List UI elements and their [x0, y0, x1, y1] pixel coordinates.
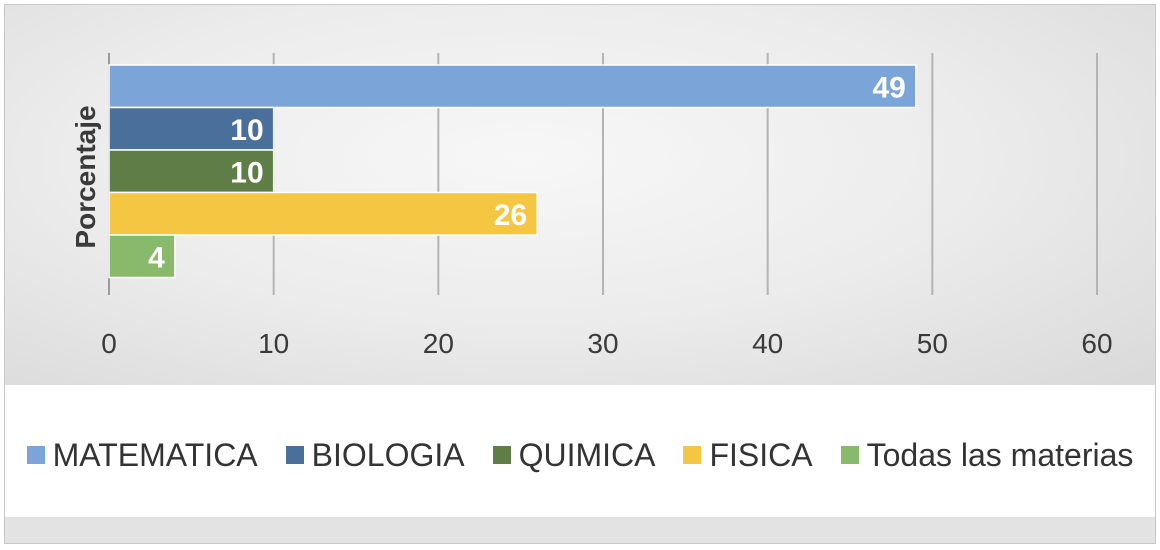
x-tick-label: 60	[1081, 328, 1112, 359]
legend-label: BIOLOGIA	[312, 437, 465, 474]
legend: MATEMATICA BIOLOGIA QUIMICA FISICA Todas las…	[5, 430, 1155, 480]
legend-label: MATEMATICA	[53, 437, 258, 474]
x-tick-label: 40	[752, 328, 783, 359]
legend-swatch	[27, 446, 45, 464]
x-tick-labels: 0 10 20 30 40 50 60	[101, 328, 1112, 359]
data-label: 10	[230, 114, 263, 147]
x-tick-label: 0	[101, 328, 117, 359]
bar-matematica	[109, 65, 916, 108]
y-axis-title: Porcentaje	[70, 105, 101, 248]
legend-item: FISICA	[683, 437, 812, 474]
legend-item: Todas las materias	[841, 437, 1134, 474]
data-label: 4	[148, 241, 165, 274]
data-label: 26	[494, 199, 527, 232]
bottom-band	[5, 517, 1155, 543]
bar-chart: 49 10 10 26 4 0 10 20 30 40 50 60 Porcentaje	[5, 5, 1155, 385]
legend-item: BIOLOGIA	[286, 437, 465, 474]
chart-frame: 49 10 10 26 4 0 10 20 30 40 50 60 Porcentaje MATEM…	[4, 4, 1156, 544]
legend-label: FISICA	[709, 437, 812, 474]
legend-label: QUIMICA	[519, 437, 656, 474]
legend-swatch	[493, 446, 511, 464]
bar-fisica	[109, 193, 537, 236]
data-label: 10	[230, 156, 263, 189]
x-tick-label: 50	[917, 328, 948, 359]
legend-item: QUIMICA	[493, 437, 656, 474]
legend-label: Todas las materias	[867, 437, 1134, 474]
bar-todas-las-materias	[109, 235, 175, 278]
legend-swatch	[286, 446, 304, 464]
x-tick-label: 20	[423, 328, 454, 359]
x-tick-label: 30	[587, 328, 618, 359]
legend-swatch	[841, 446, 859, 464]
legend-swatch	[683, 446, 701, 464]
legend-item: MATEMATICA	[27, 437, 258, 474]
x-tick-label: 10	[258, 328, 289, 359]
data-label: 49	[872, 71, 905, 104]
